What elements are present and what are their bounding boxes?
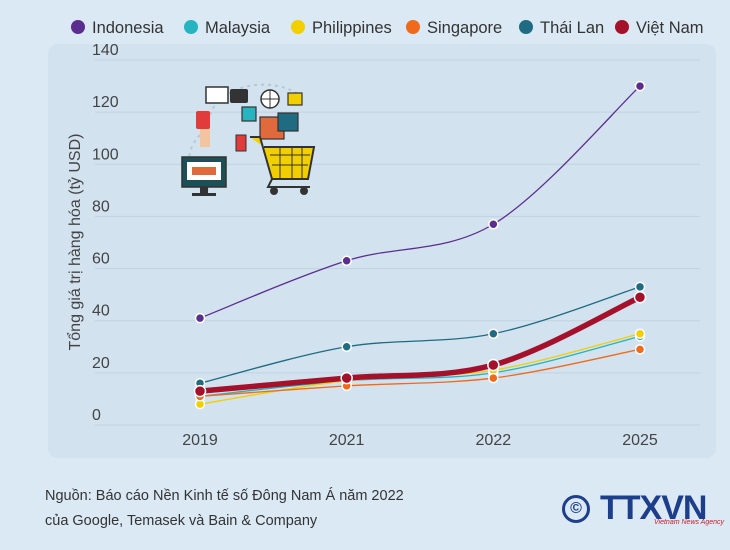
legend-item-indonesia: Indonesia [71,19,164,37]
y-tick-label: 100 [92,146,119,163]
series-line-indonesia [199,85,641,319]
data-point-singapore-2025 [634,344,646,355]
data-point-singapore-2022 [488,372,499,384]
series-line-malaysia [199,335,641,397]
legend-label-th-i-lan: Thái Lan [540,19,604,37]
x-tick-labels: 2019 2021 2022 2025 [182,432,658,449]
logo-brand: TTXVN [600,489,707,527]
x-tick-label: 2021 [329,432,365,449]
y-tick-label: 120 [92,94,119,111]
x-tick-label: 2022 [476,432,512,449]
legend-label-malaysia: Malaysia [205,19,271,37]
y-tick-label: 140 [92,42,119,59]
series-line-singapore [199,348,641,397]
y-axis-label: Tổng giá trị hàng hóa (tỷ USD) [66,134,84,351]
legend-marker-singapore [406,20,420,34]
legend-label-philippines: Philippines [312,19,392,37]
legend-marker-philippines [291,20,305,34]
legend-item-th-i-lan: Thái Lan [519,19,604,37]
legend-marker-malaysia [184,20,198,34]
data-point-th-i-lan-2021 [341,341,352,353]
y-tick-label: 40 [92,303,110,320]
legend-item-malaysia: Malaysia [184,19,271,37]
data-point-indonesia-2022 [488,219,499,230]
legend-item-vi-t-nam: Việt Nam [615,19,704,37]
x-tick-label: 2025 [622,432,658,449]
data-point-indonesia-2021 [341,255,352,266]
y-tick-label: 80 [92,198,110,215]
legend-marker-vi-t-nam [615,20,629,34]
legend-label-indonesia: Indonesia [92,19,164,37]
source-line-2: của Google, Temasek và Bain & Company [45,513,318,529]
legend-label-vi-t-nam: Việt Nam [636,19,704,37]
y-tick-label: 0 [92,407,101,424]
ecommerce-shopping-cart-icon [181,83,316,196]
ttxvn-logo: © TTXVN Vietnam News Agency [562,489,727,533]
series-line-th-i-lan [199,286,641,384]
y-tick-label: 20 [92,355,110,372]
data-point-th-i-lan-2022 [488,328,499,339]
data-point-philippines-2025 [634,328,646,339]
source-note: Nguồn: Báo cáo Nền Kinh tế số Đông Nam Á… [45,484,404,534]
y-tick-label: 60 [92,251,110,268]
logo-agency: Vietnam News Agency [654,519,725,526]
data-point-th-i-lan-2025 [634,281,646,293]
series-line-vi-t-nam [197,294,643,394]
y-tick-labels: 0 20 40 60 80 100 120 140 [92,42,119,424]
series-layer [193,80,647,410]
plot-panel [48,44,716,458]
data-point-vi-t-nam-2021 [340,371,353,385]
data-point-vi-t-nam-2025 [633,291,647,304]
legend-marker-indonesia [71,20,85,34]
legend-item-singapore: Singapore [406,19,502,37]
legend-item-philippines: Philippines [291,19,392,37]
data-point-indonesia-2019 [194,312,206,324]
source-line-1: Nguồn: Báo cáo Nền Kinh tế số Đông Nam Á… [45,488,404,504]
copyright-icon: © [562,495,590,523]
data-point-vi-t-nam-2019 [193,384,207,398]
legend: Indonesia Malaysia Philippines Singapore Thá… [71,19,704,37]
x-tick-label: 2019 [182,432,218,449]
data-point-indonesia-2025 [634,80,646,92]
legend-marker-th-i-lan [519,20,533,34]
legend-label-singapore: Singapore [427,19,502,37]
data-point-vi-t-nam-2022 [487,358,500,372]
chart: 0 20 40 60 80 100 120 140 2019 2021 2022 2025 Tổng… [48,19,716,458]
